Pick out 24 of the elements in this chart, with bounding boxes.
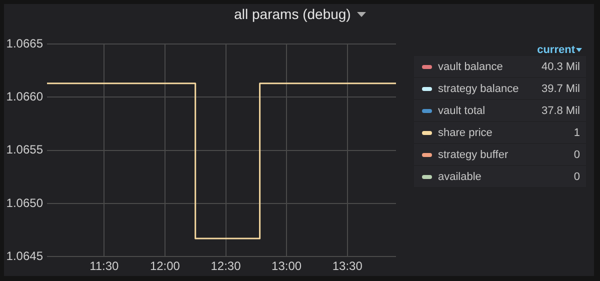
- text: 40.3 Mil: [541, 60, 581, 72]
- x-tick-label: 12:30: [210, 259, 242, 274]
- legend-label: strategy balance: [438, 82, 520, 94]
- legend-title: current: [537, 44, 575, 56]
- legend-label: vault balance: [438, 60, 504, 72]
- x-tick-label: 11:30: [90, 259, 120, 274]
- legend-label: share price: [438, 126, 494, 138]
- y-tick-label: 1.0655: [6, 142, 44, 157]
- y-tick-label: 1.0660: [6, 89, 44, 104]
- text: 0: [574, 148, 581, 160]
- x-tick-label: 12:00: [150, 259, 180, 274]
- legend-label: available: [438, 170, 482, 182]
- text: 1: [574, 126, 581, 138]
- legend-label: vault total: [438, 104, 486, 116]
- x-tick-label: 13:00: [272, 259, 302, 274]
- legend-label: strategy buffer: [438, 148, 510, 160]
- y-tick-label: 1.0650: [6, 196, 44, 210]
- x-tick-label: 13:30: [332, 259, 363, 274]
- y-tick-label: 1.0645: [6, 248, 44, 263]
- text: 39.7 Mil: [541, 82, 581, 94]
- y-tick-label: 1.0665: [6, 36, 44, 50]
- text: 37.8 Mil: [541, 104, 581, 116]
- text: 0: [574, 170, 581, 182]
- chart-title: all params (debug): [234, 6, 351, 22]
